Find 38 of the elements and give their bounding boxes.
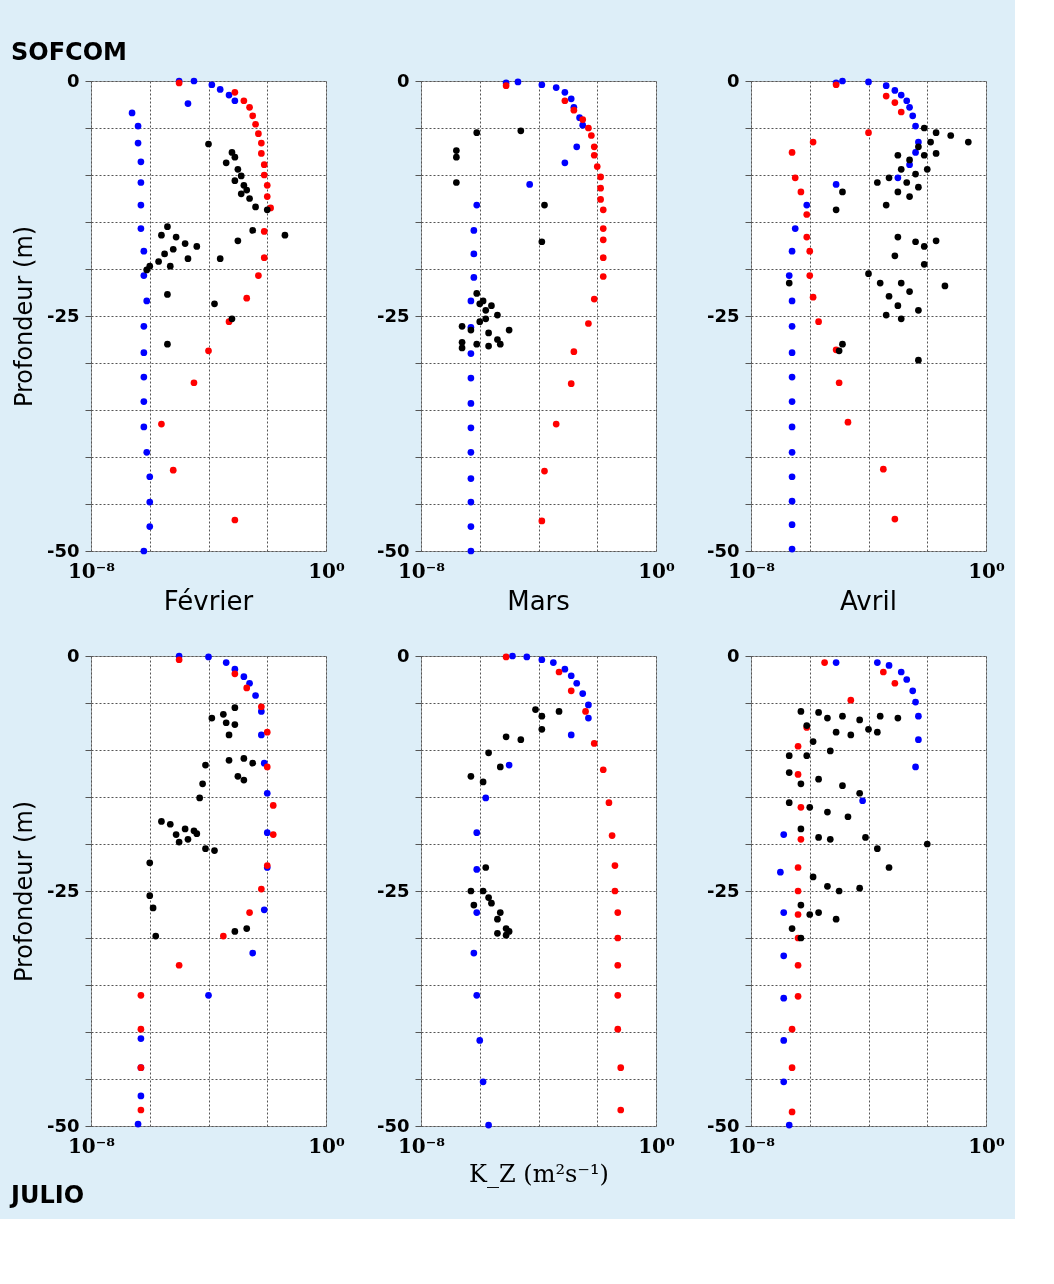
y-tick-label: 0 — [726, 69, 740, 91]
x-axis-title: K_Z (m²s⁻¹) — [469, 1159, 609, 1188]
x-tick-label: 10⁻⁸ — [67, 1133, 116, 1158]
y-tick-label: -25 — [706, 879, 740, 901]
text: JULIO — [9, 1181, 85, 1209]
y-tick-label: 0 — [396, 644, 410, 666]
y-tick-label: -50 — [706, 539, 740, 561]
x-tick-label: 10⁰ — [968, 558, 1006, 583]
y-tick-label: -50 — [376, 539, 410, 561]
x-tick-label: 10⁰ — [308, 1133, 346, 1158]
y-tick-label: -50 — [376, 1114, 410, 1136]
text: Mars — [507, 586, 570, 616]
y-tick-label: -50 — [46, 539, 80, 561]
y-tick-label: 0 — [396, 69, 410, 91]
y-tick-label: -25 — [46, 304, 80, 326]
text: Février — [163, 586, 254, 616]
x-tick-label: 10⁻⁸ — [397, 1133, 446, 1158]
y-tick-label: -25 — [376, 304, 410, 326]
y-axis-title: Profondeur (m) — [9, 225, 38, 408]
x-tick-label: 10⁻⁸ — [727, 1133, 776, 1158]
x-tick-label: 10⁻⁸ — [727, 558, 776, 583]
y-tick-label: -25 — [376, 879, 410, 901]
y-tick-label: 0 — [66, 69, 80, 91]
y-tick-label: -50 — [46, 1114, 80, 1136]
text: SOFCOM — [11, 38, 127, 66]
x-tick-label: 10⁰ — [308, 558, 346, 583]
x-tick-label: 10⁰ — [638, 1133, 676, 1158]
x-tick-label: 10⁰ — [968, 1133, 1006, 1158]
x-tick-label: 10⁻⁸ — [397, 558, 446, 583]
x-tick-label: 10⁻⁸ — [67, 558, 116, 583]
x-tick-label: 10⁰ — [638, 558, 676, 583]
y-tick-label: -25 — [706, 304, 740, 326]
y-tick-label: -25 — [46, 879, 80, 901]
text: Avril — [840, 586, 897, 616]
y-tick-label: 0 — [726, 644, 740, 666]
y-axis-title: Profondeur (m) — [9, 800, 38, 983]
y-tick-label: -50 — [706, 1114, 740, 1136]
y-tick-label: 0 — [66, 644, 80, 666]
